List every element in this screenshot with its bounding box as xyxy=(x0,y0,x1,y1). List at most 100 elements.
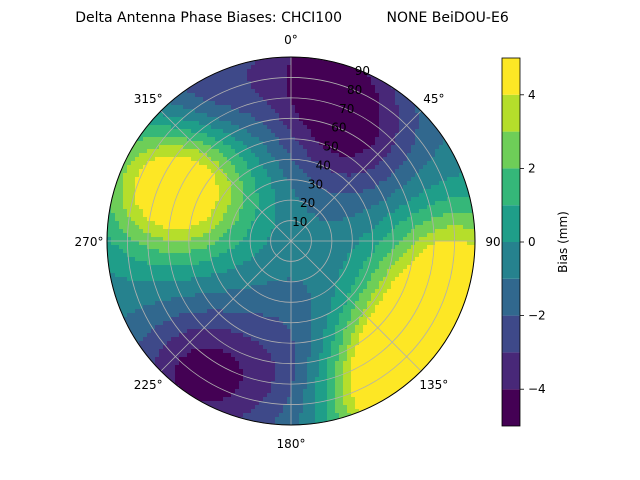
contour-cell xyxy=(211,177,216,182)
contour-cell xyxy=(275,97,280,102)
contour-cell xyxy=(419,201,424,206)
contour-cell xyxy=(159,253,164,258)
contour-cell xyxy=(403,229,408,234)
contour-cell xyxy=(151,265,156,270)
contour-cell xyxy=(223,249,228,254)
contour-cell xyxy=(219,221,224,226)
contour-cell xyxy=(279,85,284,90)
contour-cell xyxy=(295,153,300,158)
contour-cell xyxy=(203,237,208,242)
contour-cell xyxy=(423,225,428,230)
contour-cell xyxy=(327,97,332,102)
contour-cell xyxy=(399,233,404,238)
contour-cell xyxy=(207,77,212,82)
contour-cell xyxy=(367,73,372,78)
contour-cell xyxy=(179,141,184,146)
contour-cell xyxy=(219,121,224,126)
contour-cell xyxy=(135,237,140,242)
contour-cell xyxy=(343,109,348,114)
contour-cell xyxy=(323,241,328,246)
contour-cell xyxy=(163,125,168,130)
contour-cell xyxy=(387,177,392,182)
contour-cell xyxy=(375,297,380,302)
contour-cell xyxy=(395,293,400,298)
contour-cell xyxy=(183,241,188,246)
contour-cell xyxy=(359,273,364,278)
contour-cell xyxy=(287,185,292,190)
contour-cell xyxy=(131,217,136,222)
contour-cell xyxy=(311,209,316,214)
contour-cell xyxy=(247,129,252,134)
contour-cell xyxy=(199,289,204,294)
contour-cell xyxy=(331,293,336,298)
contour-cell xyxy=(447,245,452,250)
contour-cell xyxy=(395,241,400,246)
contour-cell xyxy=(395,185,400,190)
contour-cell xyxy=(303,249,308,254)
contour-cell xyxy=(367,185,372,190)
contour-cell xyxy=(323,133,328,138)
contour-cell xyxy=(379,97,384,102)
contour-cell xyxy=(367,221,372,226)
contour-cell xyxy=(175,233,180,238)
contour-cell xyxy=(151,257,156,262)
contour-cell xyxy=(443,193,448,198)
contour-cell xyxy=(319,181,324,186)
contour-cell xyxy=(319,165,324,170)
contour-cell xyxy=(395,281,400,286)
contour-cell xyxy=(159,281,164,286)
contour-cell xyxy=(331,109,336,114)
contour-cell xyxy=(231,105,236,110)
contour-cell xyxy=(127,293,132,298)
contour-cell xyxy=(387,189,392,194)
contour-cell xyxy=(455,185,460,190)
contour-cell xyxy=(427,193,432,198)
contour-cell xyxy=(143,269,148,274)
contour-cell xyxy=(123,269,128,274)
contour-cell xyxy=(231,133,236,138)
contour-cell xyxy=(307,213,312,218)
contour-cell xyxy=(447,277,452,282)
contour-cell xyxy=(191,197,196,202)
contour-cell xyxy=(351,305,356,310)
contour-cell xyxy=(207,293,212,298)
contour-cell xyxy=(355,149,360,154)
contour-cell xyxy=(431,285,436,290)
contour-cell xyxy=(135,229,140,234)
contour-cell xyxy=(379,249,384,254)
contour-cell xyxy=(439,197,444,202)
contour-cell xyxy=(319,105,324,110)
contour-cell xyxy=(203,129,208,134)
contour-cell xyxy=(459,161,464,166)
contour-cell xyxy=(159,205,164,210)
contour-cell xyxy=(311,193,316,198)
contour-cell xyxy=(167,105,172,110)
contour-cell xyxy=(327,193,332,198)
contour-cell xyxy=(355,153,360,158)
contour-cell xyxy=(259,73,264,78)
contour-cell xyxy=(367,293,372,298)
contour-cell xyxy=(403,293,408,298)
contour-cell xyxy=(247,233,252,238)
contour-cell xyxy=(183,141,188,146)
contour-cell xyxy=(387,225,392,230)
contour-cell xyxy=(299,133,304,138)
contour-cell xyxy=(331,289,336,294)
contour-cell xyxy=(183,97,188,102)
contour-cell xyxy=(215,85,220,90)
contour-cell xyxy=(319,113,324,118)
contour-cell xyxy=(211,225,216,230)
contour-cell xyxy=(399,133,404,138)
contour-cell xyxy=(275,205,280,210)
contour-cell xyxy=(371,77,376,82)
contour-cell xyxy=(327,145,332,150)
contour-cell xyxy=(287,273,292,278)
contour-cell xyxy=(315,261,320,266)
contour-cell xyxy=(227,277,232,282)
contour-cell xyxy=(175,105,180,110)
contour-cell xyxy=(223,197,228,202)
contour-cell xyxy=(299,245,304,250)
contour-cell xyxy=(291,153,296,158)
contour-cell xyxy=(175,109,180,114)
contour-cell xyxy=(271,137,276,142)
